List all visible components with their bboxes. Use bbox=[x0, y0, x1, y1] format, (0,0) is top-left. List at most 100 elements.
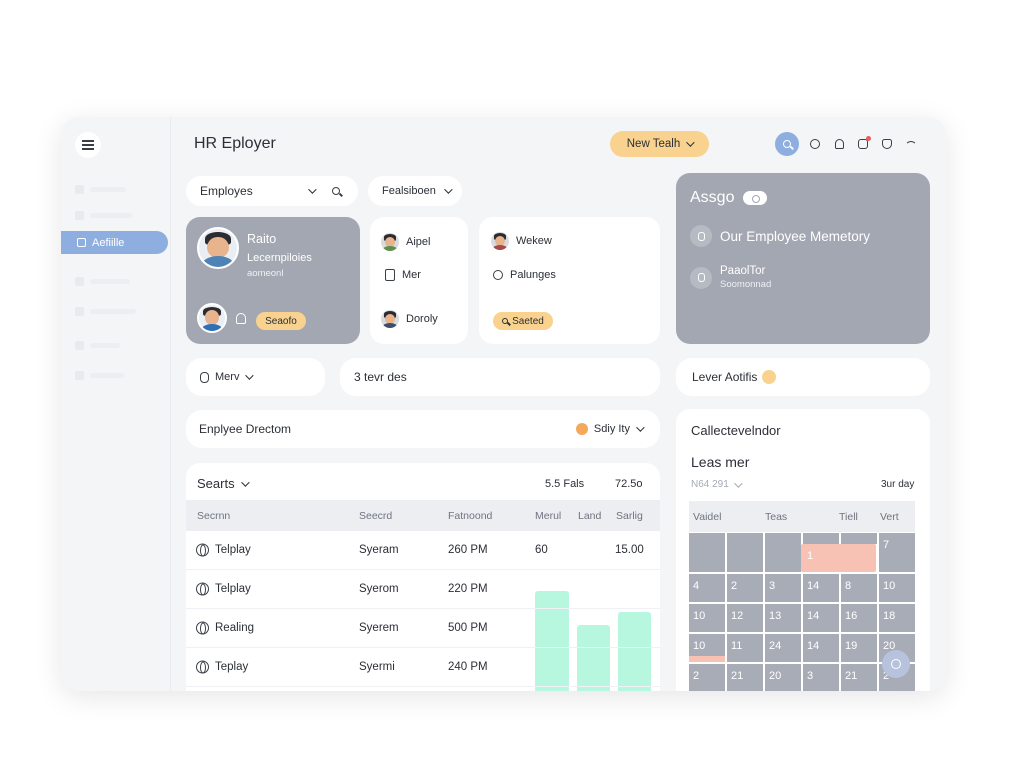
profile-card[interactable]: Raito Lecernpiloies aomeonl Seaofo bbox=[186, 217, 360, 344]
bell-icon[interactable] bbox=[831, 136, 847, 152]
table-header: Secrnn Seecrd Fatnoond Merul Land Sarlig bbox=[186, 500, 660, 531]
calendar-day[interactable]: 21 bbox=[727, 664, 763, 691]
calendar-day[interactable]: 12 bbox=[727, 604, 763, 632]
calendar-day[interactable]: 10 bbox=[689, 604, 725, 632]
calendar-day[interactable]: 14 bbox=[803, 634, 839, 662]
calendar-day[interactable]: 16 bbox=[841, 604, 877, 632]
calendar-day[interactable] bbox=[727, 533, 763, 572]
list-item-label: Palunges bbox=[510, 269, 556, 281]
sidebar-item-1[interactable] bbox=[75, 179, 126, 199]
wifi-icon[interactable] bbox=[903, 136, 919, 152]
list-item[interactable]: Palunges bbox=[493, 269, 556, 281]
calendar-day[interactable]: 10 bbox=[879, 574, 915, 602]
directory-title: Enplyee Drectom bbox=[199, 422, 292, 436]
list-item[interactable]: Aipel bbox=[381, 233, 430, 251]
assign-row[interactable]: Our Employee Memetory bbox=[690, 225, 870, 247]
feedback-filter[interactable]: Fealsiboen bbox=[368, 176, 462, 206]
column-header[interactable]: Land bbox=[578, 509, 602, 522]
lever-panel[interactable]: Lever Aotifis bbox=[676, 358, 930, 396]
search-icon[interactable] bbox=[775, 132, 799, 156]
calendar-body: 1 7 4 2 3 14 8 10 10 12 13 14 16 18 10 1… bbox=[689, 532, 915, 691]
assign-title: Assgo bbox=[690, 189, 735, 206]
page-title: HR Eployer bbox=[194, 135, 276, 152]
column-header[interactable]: Seecrd bbox=[359, 509, 393, 522]
calendar-day[interactable]: 13 bbox=[765, 604, 801, 632]
sort-dropdown[interactable]: Sdiy Ity bbox=[575, 423, 645, 435]
assign-row[interactable]: PaaolTor Soomonnad bbox=[690, 265, 771, 290]
toggle-icon[interactable] bbox=[742, 190, 767, 205]
people-card-2: Wekew Palunges Saeted bbox=[479, 217, 660, 344]
saved-chip[interactable]: Saeted bbox=[493, 312, 553, 330]
globe-icon bbox=[196, 660, 209, 674]
assign-row2-title: PaaolTor bbox=[720, 265, 766, 277]
calendar-day[interactable]: 3 bbox=[803, 664, 839, 691]
calendar-day[interactable]: 4 bbox=[689, 574, 725, 602]
calendar-day[interactable]: 7 bbox=[879, 533, 915, 572]
calendar-day[interactable]: 19 bbox=[841, 634, 877, 662]
calendar-day[interactable] bbox=[765, 533, 801, 572]
calendar-day[interactable]: 3 bbox=[765, 574, 801, 602]
sidebar-item-active[interactable]: Aefiille bbox=[61, 231, 168, 254]
calendar-day[interactable]: 8 bbox=[841, 574, 877, 602]
gear-icon[interactable] bbox=[807, 136, 823, 152]
calendar-day[interactable]: 18 bbox=[879, 604, 915, 632]
list-item[interactable]: Mer bbox=[385, 269, 421, 281]
share-icon[interactable] bbox=[855, 136, 871, 152]
lever-panel-label: Lever Aotifis bbox=[692, 370, 758, 384]
menu-icon[interactable] bbox=[75, 132, 101, 158]
table-title: Searts bbox=[197, 476, 235, 491]
calendar-day-highlight[interactable]: 1 bbox=[801, 544, 876, 572]
view-toggle[interactable]: 3ur day bbox=[881, 479, 915, 490]
user-icon[interactable] bbox=[236, 313, 246, 324]
calendar-day[interactable] bbox=[841, 533, 877, 544]
calendar-day[interactable]: 2 bbox=[689, 664, 725, 691]
sidebar-item-4[interactable] bbox=[75, 301, 136, 321]
table-row[interactable]: Telplay Syerom 220 PM bbox=[186, 570, 660, 609]
calendar-day[interactable]: 21 bbox=[841, 664, 877, 691]
search-icon[interactable] bbox=[332, 187, 340, 195]
row-name: Realing bbox=[215, 622, 254, 635]
avatar bbox=[491, 232, 509, 250]
status-chip[interactable]: Seaofo bbox=[256, 312, 306, 330]
list-item[interactable]: Wekew bbox=[491, 232, 552, 250]
sidebar-item-5[interactable] bbox=[75, 335, 120, 355]
menu-dropdown[interactable]: Merv bbox=[186, 358, 325, 396]
list-item[interactable]: Doroly bbox=[381, 310, 438, 328]
new-team-button[interactable]: New Tealh bbox=[610, 131, 709, 157]
calendar-subtitle: Leas mer bbox=[691, 454, 750, 470]
column-header[interactable]: Fatnoond bbox=[448, 509, 493, 522]
table-row[interactable]: Telplay Syeram 260 PM 60 15.00 bbox=[186, 531, 660, 570]
new-team-label: New Tealh bbox=[626, 138, 681, 150]
avatar bbox=[197, 303, 227, 333]
calendar-day[interactable]: 14 bbox=[803, 604, 839, 632]
column-header[interactable]: Sarlig bbox=[616, 509, 643, 522]
stats-table-card: Searts 5.5 Fals 72.5o Secrnn Seecrd Fatn… bbox=[186, 463, 660, 691]
chart-bar bbox=[618, 612, 651, 691]
sidebar-item-2[interactable] bbox=[75, 205, 132, 225]
shield-icon[interactable] bbox=[879, 136, 895, 152]
row-system: Syerem bbox=[359, 622, 399, 634]
month-dropdown[interactable]: N64 291 bbox=[691, 478, 743, 490]
calendar-day[interactable] bbox=[803, 533, 839, 544]
table-row[interactable]: Teplay Syermi 240 PM bbox=[186, 648, 660, 687]
app-window: Aefiille HR Eployer New Tealh Employes F… bbox=[61, 117, 946, 691]
table-row[interactable]: Realing Syerem 500 PM bbox=[186, 609, 660, 648]
days-filter[interactable]: 3 tevr des bbox=[340, 358, 660, 396]
list-item-label: Aipel bbox=[406, 236, 431, 248]
chat-fab-button[interactable] bbox=[882, 650, 910, 678]
table-title-dropdown[interactable]: Searts bbox=[197, 476, 250, 491]
chevron-down-icon bbox=[686, 138, 695, 147]
column-header[interactable]: Merul bbox=[535, 509, 562, 522]
calendar-day[interactable] bbox=[689, 533, 725, 572]
status-chip-label: Seaofo bbox=[265, 315, 297, 327]
calendar-day[interactable]: 20 bbox=[765, 664, 801, 691]
employees-filter[interactable]: Employes bbox=[186, 176, 358, 206]
sidebar-item-3[interactable] bbox=[75, 271, 130, 291]
calendar-day[interactable]: 24 bbox=[765, 634, 801, 662]
calendar-day[interactable]: 2 bbox=[727, 574, 763, 602]
sidebar-item-6[interactable] bbox=[75, 365, 124, 385]
column-header[interactable]: Secrnn bbox=[197, 509, 231, 522]
globe-icon bbox=[196, 582, 209, 596]
calendar-day[interactable]: 14 bbox=[803, 574, 839, 602]
calendar-day[interactable]: 11 bbox=[727, 634, 763, 662]
